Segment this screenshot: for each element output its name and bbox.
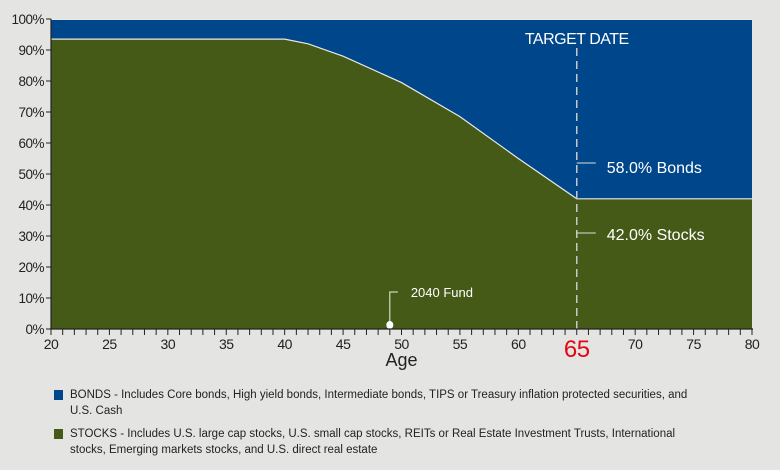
legend-label-bonds: BONDS - Includes Core bonds, High yield …: [70, 389, 688, 417]
legend-item-stocks: STOCKS - Includes U.S. large cap stocks,…: [54, 426, 704, 458]
boundary-line: [51, 38, 752, 200]
x-tick-label: 75: [686, 336, 701, 352]
y-tick-label: 10%: [18, 291, 44, 306]
y-tick-label: 50%: [18, 167, 44, 182]
y-tick-label: 40%: [18, 198, 44, 213]
y-tick-label: 100%: [11, 12, 44, 27]
y-tick-label: 90%: [18, 43, 44, 58]
x-tick-label: 55: [453, 336, 468, 352]
x-tick-label: 25: [102, 336, 117, 352]
legend-swatch-bonds: [54, 390, 63, 400]
fund-leader: [389, 291, 398, 326]
x-tick-label: 45: [336, 336, 351, 352]
y-tick-label: 0%: [25, 322, 44, 337]
y-tick-label: 70%: [18, 105, 44, 120]
y-tick-label: 20%: [18, 260, 44, 275]
x-axis-label: Age: [385, 350, 417, 370]
x-tick-label: 40: [277, 336, 292, 352]
x-tick-label: 60: [511, 336, 526, 352]
legend-item-bonds: BONDS - Includes Core bonds, High yield …: [54, 387, 704, 419]
x-tick-label: 80: [745, 336, 760, 352]
y-tick-label: 80%: [18, 74, 44, 89]
fund-marker: [386, 321, 394, 329]
x-tick-label: 70: [628, 336, 643, 352]
x-tick-label: 35: [219, 336, 234, 352]
stocks-label: 42.0% Stocks: [607, 227, 705, 244]
x-tick-label: 20: [44, 336, 59, 352]
y-tick-label: 60%: [18, 136, 44, 151]
y-tick-label: 30%: [18, 229, 44, 244]
fund-label: 2040 Fund: [411, 285, 473, 300]
legend-swatch-stocks: [54, 429, 63, 439]
bonds-label: 58.0% Bonds: [607, 160, 702, 177]
x-tick-label: 65: [564, 336, 590, 363]
x-tick-label: 50: [394, 336, 409, 352]
target-date-label: TARGET DATE: [525, 31, 629, 48]
x-tick-label: 30: [161, 336, 176, 352]
legend-label-stocks: STOCKS - Includes U.S. large cap stocks,…: [70, 428, 676, 456]
